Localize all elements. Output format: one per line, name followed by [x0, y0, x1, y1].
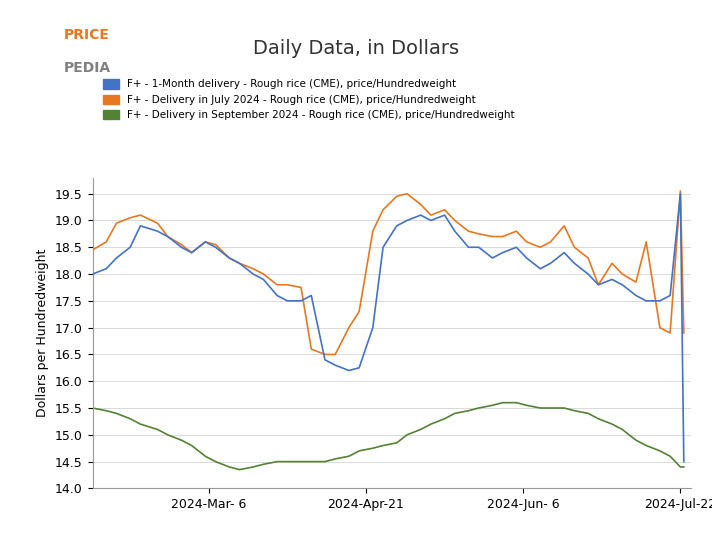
Text: Daily Data, in Dollars: Daily Data, in Dollars	[253, 39, 459, 58]
Text: PRICE: PRICE	[64, 28, 110, 42]
Text: PEDIA: PEDIA	[64, 61, 111, 75]
Legend: F+ - 1-Month delivery - Rough rice (CME), price/Hundredweight, F+ - Delivery in : F+ - 1-Month delivery - Rough rice (CME)…	[98, 74, 520, 125]
Y-axis label: Dollars per Hundredweight: Dollars per Hundredweight	[36, 249, 49, 417]
